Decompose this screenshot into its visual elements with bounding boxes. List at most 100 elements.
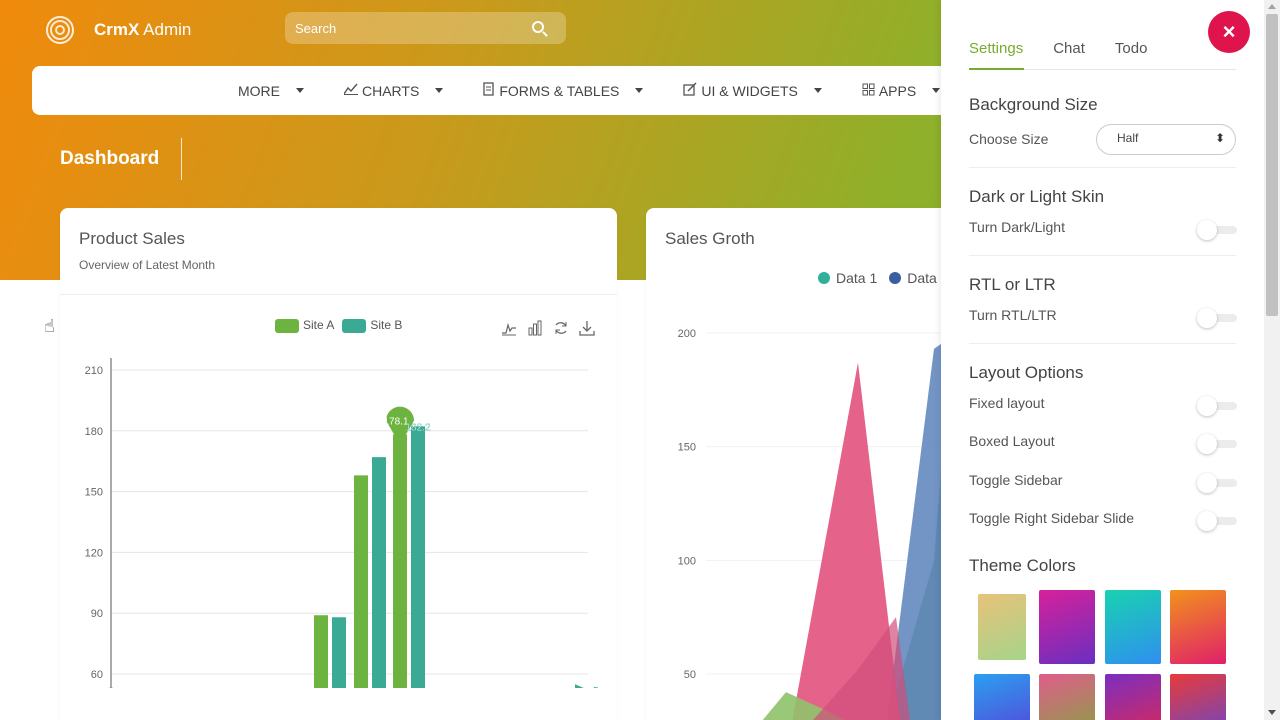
max-marker-label: 178.1 [383,417,408,428]
fixed-layout-toggle[interactable] [1197,396,1237,416]
y-tick-label: 90 [91,608,103,620]
chart-toolbox [501,320,595,336]
scroll-up-icon[interactable] [1268,4,1276,9]
legend-data-1[interactable]: Data 1 [818,270,877,286]
theme-swatch[interactable] [1039,674,1095,720]
scroll-down-icon[interactable] [1268,710,1276,715]
y-tick-label: 60 [91,669,103,681]
divider [969,343,1236,344]
hand-cursor-icon: ☝ [44,316,55,336]
menu-ui-label: UI & WIDGETS [701,82,798,99]
area-series-data-1 [792,362,901,720]
chevron-down-icon [296,88,304,93]
card-title: Product Sales [79,229,185,248]
menu-apps-label: APPS [878,82,917,99]
tab-todo[interactable]: Todo [1114,40,1148,57]
bar-chart-icon[interactable] [527,320,543,336]
max-marker-pin [386,406,414,445]
legend-swatch [275,318,299,333]
option-label: Boxed Layout [969,433,1055,449]
menu-more-label: MORE [238,82,280,99]
area-series-data [887,343,941,720]
scrollbar-thumb[interactable] [1266,14,1278,316]
tab-chat[interactable]: Chat [1053,40,1085,57]
menu-apps[interactable]: APPS [862,82,941,99]
line-chart-icon[interactable] [501,320,517,336]
legend-label: Site A [303,318,335,332]
download-icon[interactable] [579,320,595,336]
edit-icon [683,82,697,99]
menu-charts[interactable]: CHARTS [343,82,444,99]
legend-label: Data 1 [836,270,878,286]
page-title: Dashboard [60,148,160,169]
theme-swatch[interactable] [1039,590,1095,664]
option-label: Turn RTL/LTR [969,307,1057,323]
product-sales-card: Product Sales Overview of Latest Month S… [60,208,617,720]
brand-name[interactable]: CrmX Admin [94,20,191,40]
legend-site-b[interactable]: Site B [342,318,402,333]
active-tab-indicator [969,68,1024,70]
search-input[interactable] [295,20,515,36]
y-tick-label: 120 [85,547,103,559]
grid-icon [862,83,875,99]
chevron-down-icon [635,88,644,93]
bar-site-b [372,457,386,688]
chart-legend: Site A Site B [275,318,402,333]
area-series-overlap [813,617,910,720]
option-label: Turn Dark/Light [969,219,1065,235]
menu-more[interactable]: MORE [238,83,304,99]
legend-site-a[interactable]: Site A [275,318,334,333]
legend-swatch [342,318,367,333]
theme-swatch[interactable] [978,594,1026,660]
section-title: Theme Colors [969,556,1076,575]
theme-swatch[interactable] [974,674,1030,720]
toggle-sidebar-toggle[interactable] [1197,473,1237,493]
theme-swatch[interactable] [1170,590,1226,664]
menu-ui-widgets[interactable]: UI & WIDGETS [683,82,822,99]
legend-data-2[interactable]: Data [889,270,937,286]
size-select[interactable]: Half [1096,124,1236,155]
search-icon[interactable] [532,21,544,33]
tab-settings[interactable]: Settings [969,40,1024,57]
chevron-down-icon [813,88,822,93]
option-label: Choose Size [969,131,1049,147]
y-tick-label: 50 [684,669,696,681]
max-marker-label: 182.2 [405,423,430,434]
average-line-arrow [575,684,584,688]
settings-panel: Settings Chat Todo Background Size Choos… [941,0,1264,720]
refresh-icon[interactable] [553,320,569,336]
brand-logo-icon[interactable] [46,16,74,44]
theme-swatch[interactable] [1170,674,1226,720]
dark-light-toggle[interactable] [1197,220,1237,240]
panel-tabs: Settings Chat Todo [969,40,1147,57]
option-label: Toggle Right Sidebar Slide [969,510,1134,526]
card-subtitle: Overview of Latest Month [79,258,216,272]
sales-growth-card: Sales Groth Data 1 Data 200 150 100 50 [646,208,966,720]
theme-swatch[interactable] [1105,590,1161,664]
chevron-down-icon [435,88,444,93]
right-sidebar-slide-toggle[interactable] [1197,511,1237,531]
option-label: Fixed layout [969,395,1045,411]
y-tick-label: 150 [678,442,696,454]
boxed-layout-toggle[interactable] [1197,434,1237,454]
bar-site-a [314,615,328,688]
y-tick-label: 200 [678,328,696,340]
brand-name-rest: Admin [143,20,192,39]
divider [969,167,1236,168]
sales-growth-chart: 200 150 100 50 [678,328,941,720]
theme-swatch[interactable] [1105,674,1161,720]
line-chart-icon [343,83,358,98]
divider [969,255,1236,256]
bar-site-b [332,617,346,688]
menu-forms-tables[interactable]: FORMS & TABLES [483,82,644,99]
bar-site-a [393,434,407,688]
tab-underline [969,69,1236,70]
close-button[interactable]: × [1208,11,1250,53]
option-label: Toggle Sidebar [969,472,1063,488]
rtl-ltr-toggle[interactable] [1197,308,1237,328]
y-tick-label: 180 [85,426,103,438]
menu-charts-label: CHARTS [362,82,420,99]
chevron-down-icon [932,88,941,93]
title-divider [181,138,182,180]
